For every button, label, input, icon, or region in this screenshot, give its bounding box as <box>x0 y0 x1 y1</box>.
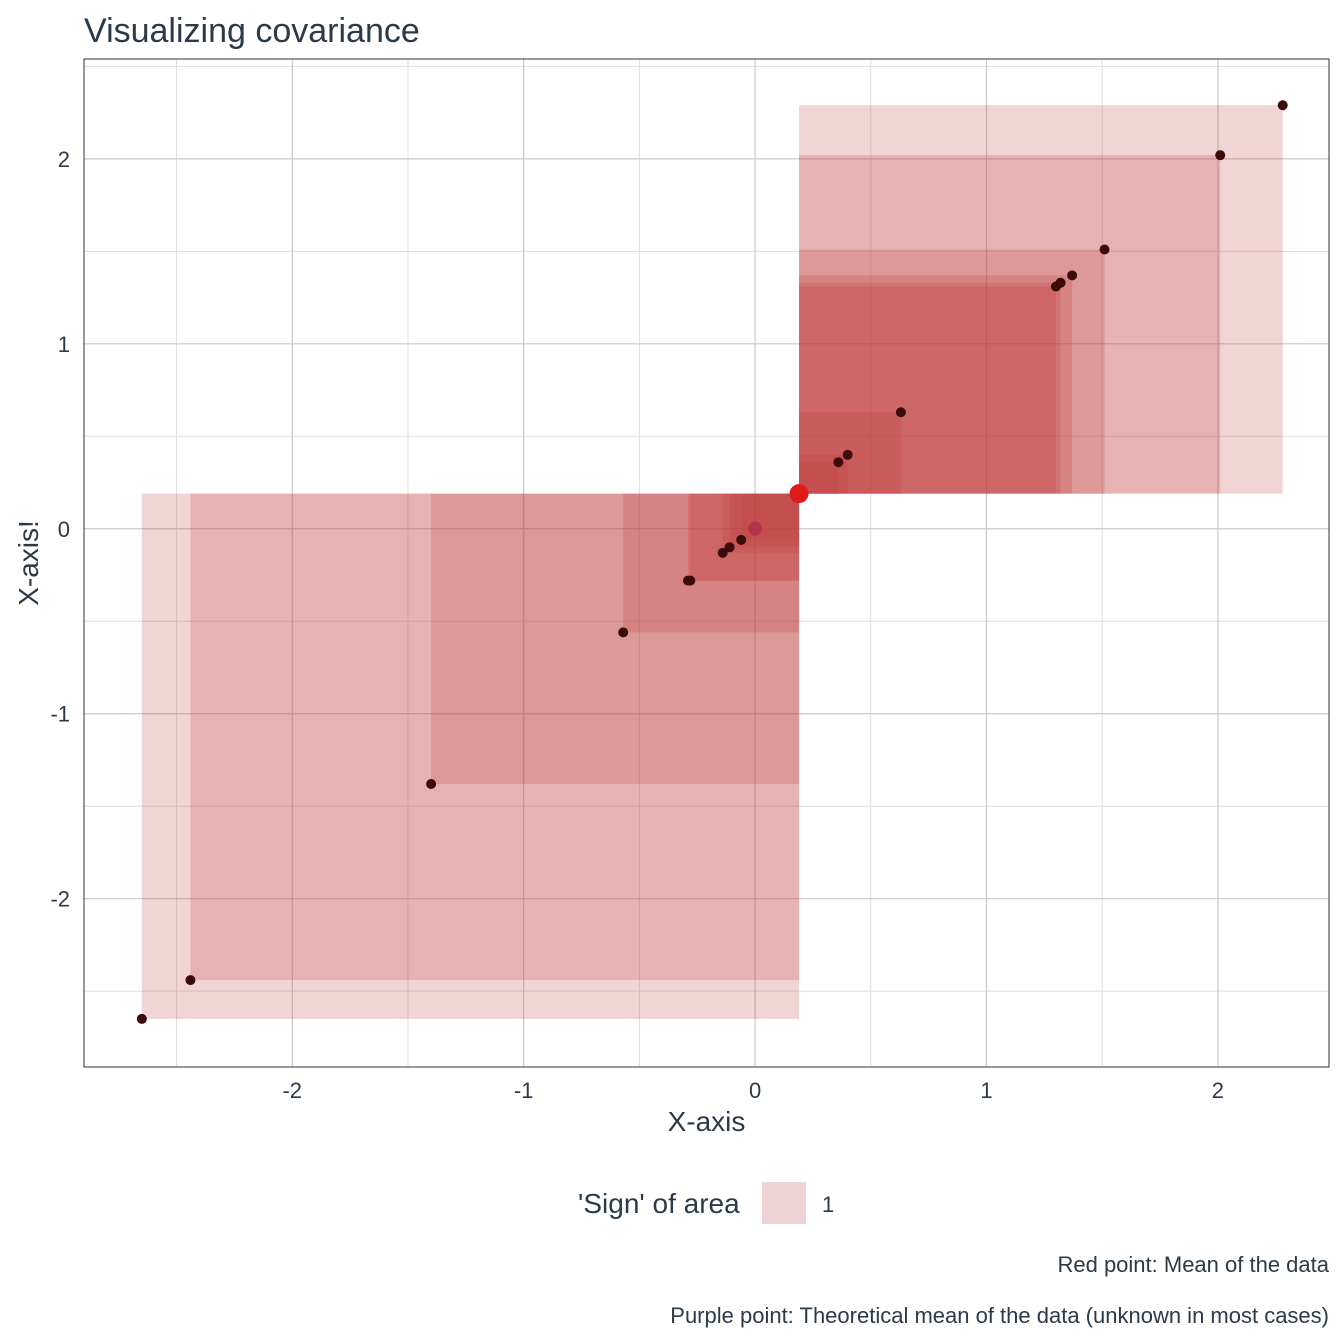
data-point <box>685 575 696 586</box>
data-point <box>724 542 735 553</box>
data-point <box>842 449 853 460</box>
y-tick-label: -2 <box>50 887 70 912</box>
covariance-area <box>799 282 1061 494</box>
caption-mean: Red point: Mean of the data <box>1057 1252 1329 1277</box>
data-point <box>1067 270 1078 281</box>
data-point <box>185 975 196 986</box>
area-layer <box>141 105 1283 1019</box>
covariance-area <box>623 493 800 633</box>
chart-title: Visualizing covariance <box>84 12 420 50</box>
data-point <box>1215 150 1226 161</box>
legend-title: 'Sign' of area <box>578 1188 740 1219</box>
x-tick-label: -1 <box>514 1078 534 1103</box>
x-tick-label: 2 <box>1212 1078 1224 1103</box>
y-tick-label: 0 <box>58 517 70 542</box>
data-point <box>1055 277 1066 288</box>
covariance-area <box>190 493 800 981</box>
grid-layer <box>84 59 1329 1067</box>
y-tick-label: 2 <box>58 147 70 172</box>
data-point <box>1099 244 1110 255</box>
data-point <box>618 627 629 638</box>
data-point <box>1277 100 1288 111</box>
y-tick-label: -1 <box>50 702 70 727</box>
y-axis-title: X-axis! <box>13 520 44 606</box>
data-point <box>736 534 747 545</box>
legend-label: 1 <box>822 1192 835 1217</box>
x-axis-title: X-axis <box>668 1106 746 1137</box>
panel-border <box>83 58 1330 1068</box>
data-point <box>717 547 728 558</box>
scatter-plot: -2 -1 0 1 2 -2 -1 0 1 2 X-axis X-axis! <box>13 58 1330 1137</box>
covariance-area <box>799 105 1283 494</box>
covariance-area <box>722 493 800 553</box>
legend: 'Sign' of area 1 <box>0 1178 1344 1230</box>
theoretical-mean-point <box>748 521 763 536</box>
caption-theoretical-mean: Purple point: Theoretical mean of the da… <box>670 1303 1329 1328</box>
x-tick-label: -2 <box>282 1078 302 1103</box>
data-point <box>895 407 906 418</box>
x-tick-label: 1 <box>980 1078 992 1103</box>
axis-layer: -2 -1 0 1 2 -2 -1 0 1 2 X-axis X-axis! <box>13 58 1330 1137</box>
legend-key-swatch <box>762 1182 806 1224</box>
point-layer <box>136 100 1288 1024</box>
x-tick-label: 0 <box>749 1078 761 1103</box>
covariance-area <box>799 155 1221 494</box>
data-point <box>833 457 844 468</box>
data-point <box>426 779 437 790</box>
mean-point <box>789 484 809 504</box>
data-point <box>136 1013 147 1024</box>
y-tick-label: 1 <box>58 332 70 357</box>
